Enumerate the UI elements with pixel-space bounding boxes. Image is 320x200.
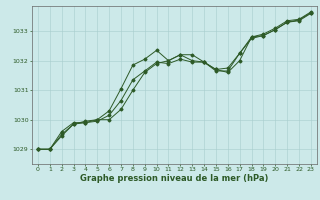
- X-axis label: Graphe pression niveau de la mer (hPa): Graphe pression niveau de la mer (hPa): [80, 174, 268, 183]
